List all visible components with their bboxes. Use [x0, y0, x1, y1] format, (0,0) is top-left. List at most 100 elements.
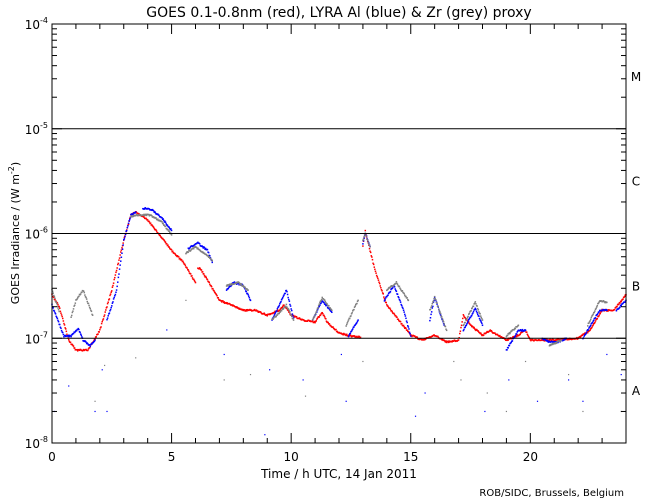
data-point: [98, 331, 100, 333]
data-point: [159, 235, 161, 237]
data-point: [111, 305, 113, 307]
data-point: [481, 323, 483, 325]
data-point: [92, 314, 94, 316]
outlier-point: [362, 361, 363, 362]
data-point: [211, 260, 213, 262]
y-tick-label: 10-5: [25, 121, 48, 137]
data-point: [209, 282, 211, 284]
data-point: [166, 243, 168, 245]
data-point: [54, 296, 56, 298]
data-point: [289, 300, 291, 302]
data-point: [320, 315, 322, 317]
data-point: [362, 243, 364, 245]
data-point: [461, 325, 463, 327]
data-point: [107, 315, 109, 317]
data-point: [476, 311, 478, 313]
data-point: [209, 284, 211, 286]
outlier-point: [568, 374, 569, 375]
data-point: [58, 306, 60, 308]
data-point: [171, 249, 173, 251]
data-point: [464, 327, 466, 329]
data-point: [466, 324, 468, 326]
flare-class-label: B: [632, 279, 640, 293]
data-point: [322, 297, 324, 299]
data-point: [408, 300, 410, 302]
data-point: [353, 326, 355, 328]
data-point: [101, 323, 103, 325]
data-point: [438, 308, 440, 310]
data-point: [55, 302, 57, 304]
data-point: [403, 325, 405, 327]
data-point: [515, 328, 517, 330]
data-point: [373, 264, 375, 266]
x-tick-label: 20: [523, 450, 538, 464]
outlier-point: [621, 374, 622, 375]
data-point: [88, 305, 90, 307]
data-point: [70, 336, 72, 338]
data-point: [120, 260, 122, 262]
data-point: [127, 227, 128, 229]
data-point: [462, 318, 464, 320]
data-point: [594, 322, 596, 324]
data-point: [109, 295, 111, 297]
data-point: [324, 299, 326, 301]
data-point: [404, 314, 406, 316]
data-point: [442, 320, 444, 322]
data-point: [473, 311, 475, 313]
data-point: [114, 277, 116, 279]
data-point: [188, 271, 190, 273]
data-point: [206, 277, 208, 279]
data-point: [283, 294, 285, 296]
data-point: [275, 312, 277, 314]
data-point: [124, 238, 126, 240]
data-point: [592, 314, 594, 316]
data-point: [606, 302, 608, 304]
data-point: [367, 240, 369, 242]
data-point: [598, 311, 600, 313]
data-point: [209, 256, 211, 258]
chart-title: GOES 0.1-0.8nm (red), LYRA Al (blue) & Z…: [146, 5, 531, 21]
data-point: [376, 275, 378, 277]
data-point: [72, 312, 74, 314]
data-point: [616, 306, 618, 308]
data-point: [61, 330, 63, 332]
data-point: [481, 318, 483, 320]
data-point: [390, 309, 392, 311]
data-point: [459, 333, 461, 335]
data-point: [597, 318, 599, 320]
data-point: [561, 339, 563, 341]
data-point: [249, 297, 251, 299]
data-point: [216, 295, 218, 297]
outlier-point: [106, 411, 107, 412]
data-point: [475, 303, 477, 305]
data-point: [332, 326, 334, 328]
data-point: [74, 304, 76, 306]
data-point: [396, 291, 398, 293]
data-point: [58, 309, 60, 311]
data-point: [351, 312, 353, 314]
data-point: [107, 303, 109, 305]
data-point: [380, 285, 382, 287]
data-point: [385, 297, 387, 299]
data-point: [402, 308, 404, 310]
data-point: [182, 261, 184, 263]
data-point: [370, 252, 372, 254]
data-point: [248, 295, 250, 297]
data-point: [470, 317, 472, 319]
data-point: [594, 312, 596, 314]
data-point: [331, 312, 333, 314]
data-point: [396, 317, 398, 319]
series-goes-0-1-0-8nm: [51, 211, 627, 352]
data-point: [207, 279, 209, 281]
data-point: [72, 310, 74, 312]
data-point: [99, 329, 101, 331]
data-point: [368, 241, 370, 243]
data-point: [147, 219, 149, 221]
outlier-point: [166, 329, 167, 330]
data-point: [250, 300, 252, 302]
data-point: [78, 296, 80, 298]
data-point: [592, 324, 594, 326]
data-point: [352, 328, 354, 330]
data-point: [121, 247, 123, 249]
data-point: [478, 315, 480, 317]
